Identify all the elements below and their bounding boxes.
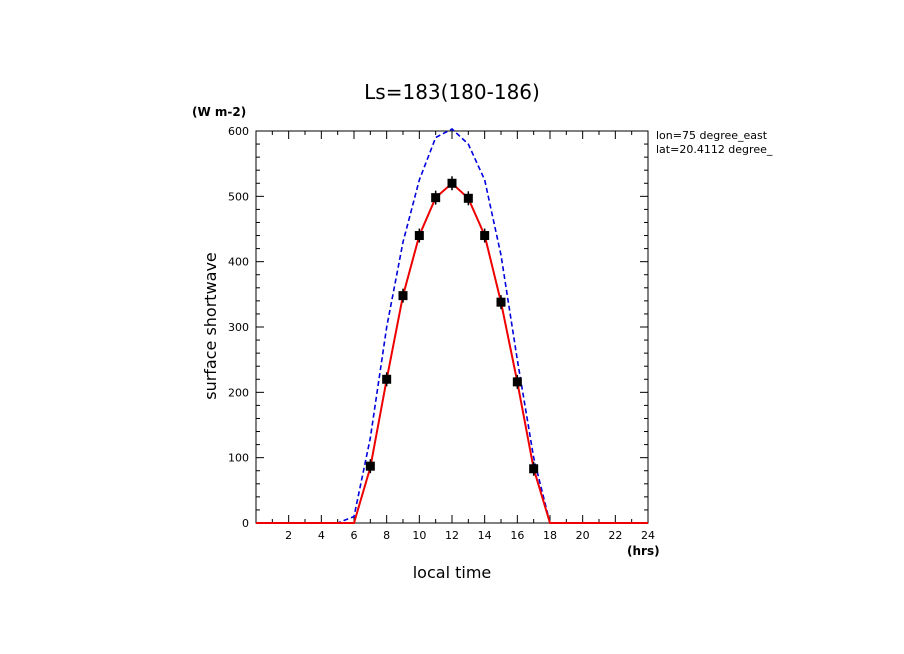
data-point-marker (431, 193, 441, 203)
y-tick-label: 500 (228, 190, 249, 203)
x-tick-label: 12 (445, 529, 459, 542)
y-unit-label: (W m-2) (192, 105, 246, 119)
data-point-marker (463, 193, 473, 203)
data-point-marker (398, 291, 408, 301)
x-tick-label: 20 (576, 529, 590, 542)
y-tick-label: 400 (228, 256, 249, 269)
x-tick-label: 16 (510, 529, 524, 542)
x-tick-label: 22 (608, 529, 622, 542)
axis-ticks (255, 130, 649, 524)
x-axis-label: local time (413, 563, 492, 582)
data-point-marker (480, 231, 490, 241)
annotation-lat: lat=20.4112 degree_ (656, 143, 773, 156)
data-point-marker (365, 461, 375, 471)
x-tick-label: 4 (318, 529, 325, 542)
x-tick-label: 2 (285, 529, 292, 542)
y-tick-label: 100 (228, 452, 249, 465)
x-tick-label: 24 (641, 529, 655, 542)
y-axis-label: surface shortwave (201, 252, 220, 400)
series-layer (256, 128, 648, 524)
y-tick-label: 0 (242, 517, 249, 530)
x-tick-label: 18 (543, 529, 557, 542)
x-tick-label: 8 (383, 529, 390, 542)
data-point-marker (382, 374, 392, 384)
y-tick-label: 300 (228, 321, 249, 334)
x-tick-label: 14 (478, 529, 492, 542)
y-tick-label: 600 (228, 125, 249, 138)
data-point-marker (496, 297, 506, 307)
data-point-marker (512, 377, 522, 387)
y-tick-label: 200 (228, 386, 249, 399)
x-tick-label: 10 (412, 529, 426, 542)
annotation-lon: lon=75 degree_east (656, 129, 768, 142)
data-point-marker (447, 178, 457, 188)
chart-title: Ls=183(180-186) (364, 80, 540, 104)
data-point-marker (529, 464, 539, 474)
x-unit-label: (hrs) (627, 544, 660, 558)
x-tick-label: 6 (351, 529, 358, 542)
series-line-solid (256, 181, 648, 524)
data-point-marker (414, 231, 424, 241)
